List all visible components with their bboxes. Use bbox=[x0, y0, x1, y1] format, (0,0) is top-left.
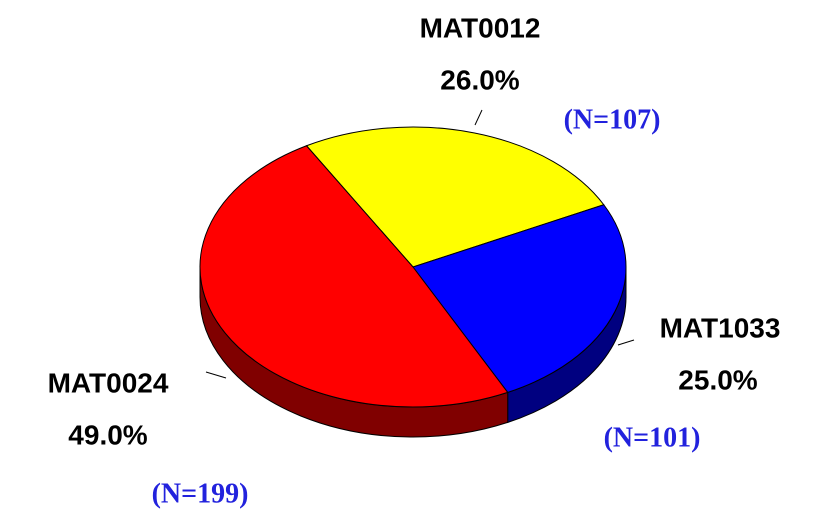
value-label: 25.0% bbox=[678, 364, 757, 395]
slice-label: MAT1033 bbox=[660, 312, 781, 343]
value-label: 26.0% bbox=[440, 64, 519, 95]
pie-slice bbox=[199, 145, 509, 408]
leader-line bbox=[617, 339, 635, 346]
count-label: (N=107) bbox=[564, 104, 661, 135]
count-label: (N=101) bbox=[604, 422, 701, 453]
value-label: 49.0% bbox=[68, 419, 147, 450]
slice-label: MAT0024 bbox=[48, 367, 169, 398]
count-label: (N=199) bbox=[152, 478, 249, 509]
slice-label: MAT0012 bbox=[420, 12, 541, 43]
pie-slice bbox=[412, 204, 627, 393]
pie-slice bbox=[305, 126, 605, 268]
leader-line bbox=[205, 371, 227, 379]
leader-line bbox=[474, 109, 483, 126]
